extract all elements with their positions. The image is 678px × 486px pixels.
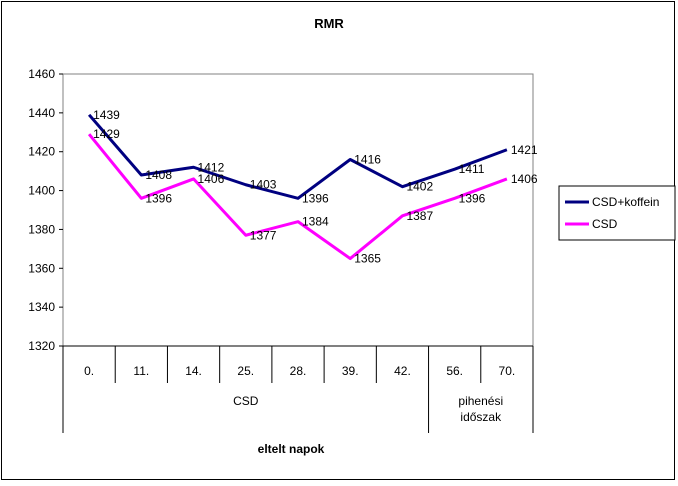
y-tick-label: 1360 [28, 261, 55, 275]
data-label: 1429 [93, 127, 120, 141]
data-label: 1406 [511, 172, 538, 186]
x-tick-label: 11. [133, 364, 149, 378]
x-axis-title: eltelt napok [258, 442, 325, 456]
legend-label: CSD [592, 217, 618, 231]
series-lines [87, 113, 508, 261]
rmr-line-chart: RMR 1320 1340 1360 1380 1400 1420 1440 1460 0. 1… [28, 16, 676, 456]
x-tick-label: 70. [499, 364, 516, 378]
plot-area [62, 73, 534, 347]
data-label: 1439 [93, 108, 120, 122]
data-label: 1408 [145, 168, 172, 182]
y-tick-label: 1380 [28, 222, 55, 236]
data-label: 1416 [354, 152, 381, 166]
x-group-label: időszak [460, 410, 502, 424]
data-label: 1396 [302, 191, 329, 205]
legend-label: CSD+koffein [592, 195, 659, 209]
data-label: 1396 [145, 191, 172, 205]
data-label: 1365 [354, 252, 381, 266]
data-label: 1384 [302, 215, 329, 229]
series-line-csd [87, 133, 508, 261]
data-label: 1403 [250, 178, 277, 192]
chart-title: RMR [314, 16, 344, 31]
data-label: 1396 [459, 191, 486, 205]
data-labels: 1439 1408 1412 1403 1396 1416 1402 1411 1421 1429… [93, 108, 538, 266]
y-tick-label: 1440 [28, 106, 55, 120]
y-tick-label: 1460 [28, 67, 55, 81]
y-tick-label: 1340 [28, 300, 55, 314]
x-axis: 0. 11. 14. 25. 28. 39. 42. 56. 70. CSD pihenési idő… [62, 345, 534, 433]
y-tick-label: 1320 [28, 339, 55, 353]
x-tick-label: 56. [446, 364, 463, 378]
x-tick-label: 28. [290, 364, 307, 378]
data-label: 1402 [406, 180, 433, 194]
data-label: 1387 [406, 209, 433, 223]
y-tick-label: 1420 [28, 145, 55, 159]
x-tick-label: 42. [394, 364, 411, 378]
data-label: 1412 [198, 160, 225, 174]
series-line-csd-koffein [87, 113, 508, 200]
x-tick-label: 25. [237, 364, 254, 378]
x-group-label: pihenési [458, 394, 503, 408]
legend: CSD+koffein CSD [558, 185, 676, 241]
x-tick-label: 14. [185, 364, 202, 378]
x-tick-label: 0. [84, 364, 94, 378]
y-axis: 1320 1340 1360 1380 1400 1420 1440 1460 [28, 67, 63, 353]
data-label: 1411 [459, 162, 485, 176]
data-label: 1421 [511, 143, 538, 157]
x-tick-label: 39. [342, 364, 359, 378]
legend-box [558, 185, 676, 241]
y-tick-label: 1400 [28, 184, 55, 198]
data-label: 1377 [250, 228, 277, 242]
x-group-label: CSD [233, 394, 259, 408]
data-label: 1406 [198, 172, 225, 186]
